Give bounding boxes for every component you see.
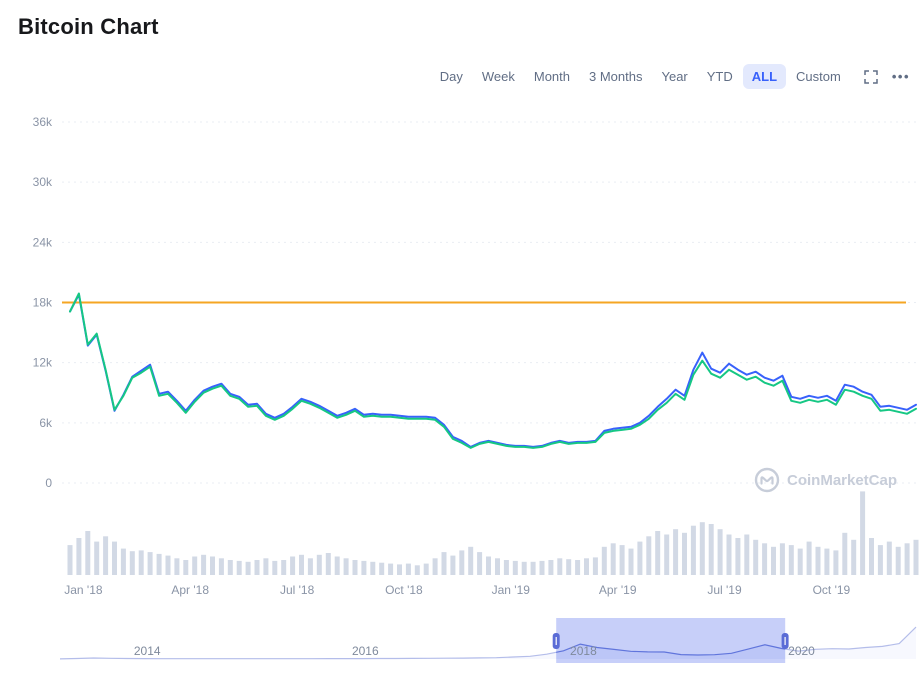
range-selector: Day Week Month 3 Months Year YTD ALL Custom: [431, 64, 850, 89]
svg-text:0: 0: [45, 476, 52, 490]
svg-text:24k: 24k: [33, 235, 53, 249]
svg-text:Apr '19: Apr '19: [599, 583, 637, 597]
more-options-icon[interactable]: •••: [891, 69, 910, 84]
navigator-handle-left[interactable]: [552, 633, 560, 649]
navigator-dim-right: [785, 611, 924, 663]
svg-text:2020: 2020: [788, 644, 815, 658]
svg-text:30k: 30k: [33, 175, 53, 189]
range-button-day[interactable]: Day: [431, 64, 472, 89]
range-button-week[interactable]: Week: [473, 64, 524, 89]
chart-toolbar: Day Week Month 3 Months Year YTD ALL Custom •••: [431, 64, 910, 89]
navigator-year-labels: 2014 2016 2018 2020: [134, 644, 815, 658]
series-price-secondary-line: [69, 293, 917, 448]
range-button-all[interactable]: ALL: [742, 64, 787, 89]
range-button-month[interactable]: Month: [525, 64, 579, 89]
navigator-handle-right[interactable]: [781, 633, 789, 649]
range-button-custom[interactable]: Custom: [787, 64, 850, 89]
svg-text:Apr '18: Apr '18: [171, 583, 209, 597]
page-title: Bitcoin Chart: [18, 14, 159, 39]
svg-text:Jan '18: Jan '18: [64, 583, 103, 597]
fullscreen-icon[interactable]: [864, 69, 878, 84]
svg-text:Oct '18: Oct '18: [385, 583, 423, 597]
svg-text:2014: 2014: [134, 644, 161, 658]
navigator-dim-left: [0, 611, 557, 663]
fullscreen-glyph: [864, 69, 878, 84]
svg-text:Jul '18: Jul '18: [280, 583, 315, 597]
range-button-3-months[interactable]: 3 Months: [580, 64, 651, 89]
volume-bars: [67, 491, 919, 575]
x-axis-labels: Jan '18 Apr '18 Jul '18 Oct '18 Jan '19 Apr '…: [64, 583, 850, 597]
price-chart[interactable]: 0 6k 12k 18k 24k 30k 36k Jan '18 Apr '18 Jul '18 O…: [0, 98, 924, 603]
svg-text:2018: 2018: [570, 644, 597, 658]
y-axis-labels: 0 6k 12k 18k 24k 30k 36k: [33, 115, 53, 490]
navigator-selection[interactable]: [556, 618, 786, 663]
svg-text:12k: 12k: [33, 356, 53, 370]
svg-text:Jan '19: Jan '19: [492, 583, 531, 597]
range-navigator[interactable]: 2014 2016 2018 2020: [0, 603, 924, 675]
svg-text:Oct '19: Oct '19: [813, 583, 851, 597]
svg-text:36k: 36k: [33, 115, 53, 129]
svg-text:18k: 18k: [33, 295, 53, 309]
svg-text:Jul '19: Jul '19: [707, 583, 742, 597]
range-button-ytd[interactable]: YTD: [698, 64, 742, 89]
series-price-primary-line: [69, 292, 917, 449]
svg-text:6k: 6k: [39, 416, 53, 430]
svg-text:2016: 2016: [352, 644, 379, 658]
range-button-year[interactable]: Year: [652, 64, 696, 89]
